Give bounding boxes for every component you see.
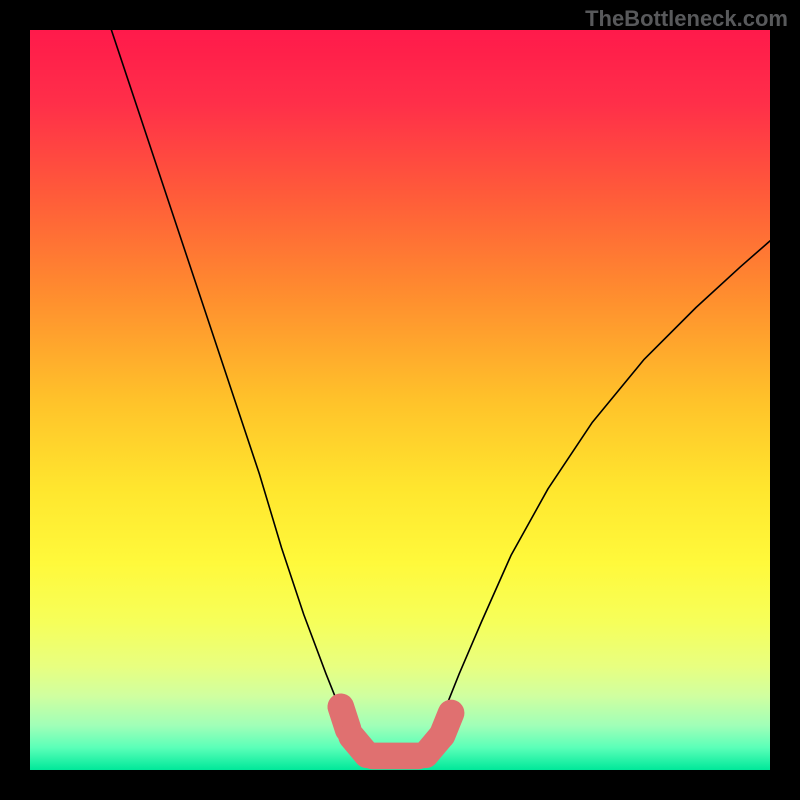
gradient-background bbox=[30, 30, 770, 770]
watermark-text: TheBottleneck.com bbox=[585, 6, 788, 32]
chart-frame: TheBottleneck.com bbox=[0, 0, 800, 800]
chart-plot-area bbox=[30, 30, 770, 770]
chart-svg bbox=[30, 30, 770, 770]
